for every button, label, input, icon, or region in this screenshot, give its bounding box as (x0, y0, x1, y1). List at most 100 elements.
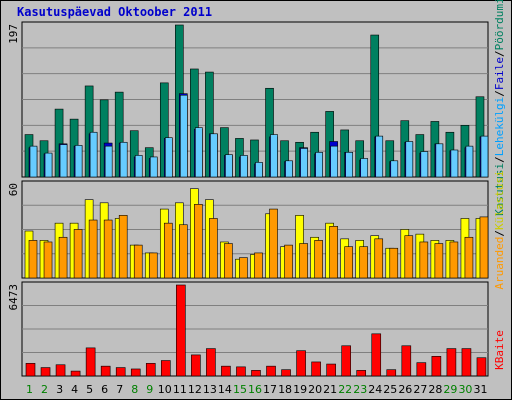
kbytes-bar (55, 364, 66, 377)
kbytes-bar (145, 363, 156, 377)
kbytes-bar (416, 362, 427, 377)
files-bar (435, 143, 444, 178)
sites-bar (434, 243, 444, 279)
kbytes-bar (176, 284, 186, 377)
files-bar (44, 152, 53, 178)
x-tick-label: 27 (413, 383, 427, 396)
sites-bar (314, 240, 323, 279)
sites-bar (419, 241, 429, 279)
files-bar (195, 127, 203, 178)
files-bar (89, 131, 98, 178)
files-bar (465, 145, 474, 178)
x-tick-label: 7 (116, 383, 123, 396)
kbytes-bar (296, 350, 306, 377)
sites-bar (239, 257, 248, 279)
x-tick-label: 20 (308, 383, 322, 396)
kbytes-bar (221, 365, 231, 377)
x-tick-label: 16 (248, 383, 262, 396)
sites-bar (464, 236, 474, 279)
sites-bar (88, 219, 98, 279)
files-bar (210, 133, 218, 178)
x-tick-label: 9 (146, 383, 153, 396)
top-legend-item: / (493, 50, 506, 57)
x-tick-label: 11 (173, 383, 187, 396)
top-legend-item: Kasutusi (493, 163, 506, 216)
files-bar (315, 152, 323, 178)
middle-legend: Aruanded/Külastusi (493, 170, 506, 289)
kbytes-bar (461, 348, 472, 377)
sites-bar (148, 252, 158, 279)
files-bar (360, 158, 369, 178)
sites-bar (374, 238, 384, 279)
files-bar (405, 141, 414, 178)
sites-bar (118, 215, 128, 279)
kbytes-bar (341, 345, 351, 377)
sites-bar (179, 224, 188, 279)
middle-legend-item: Aruanded (493, 237, 506, 290)
kbytes-bar (431, 356, 442, 377)
sites-bar (284, 244, 293, 279)
kbytes-bar (266, 365, 276, 377)
kbytes-bar (356, 370, 367, 377)
kbytes-bar (326, 363, 336, 377)
files-bar (450, 149, 459, 178)
x-tick-label: 1 (26, 383, 33, 396)
sites-bar (133, 244, 143, 279)
files-bar (74, 145, 83, 178)
sites-bar (344, 246, 353, 279)
files-bar (104, 145, 113, 178)
x-tick-label: 12 (188, 383, 202, 396)
middle-ymax-label: 60 (7, 183, 20, 196)
sites-bar (73, 229, 83, 279)
x-tick-label: 2 (41, 383, 48, 396)
files-bar (480, 135, 489, 178)
sites-bar (58, 236, 68, 279)
kbytes-bar (70, 370, 81, 377)
top-ymax-label: 197 (7, 24, 20, 44)
files-bar (330, 145, 338, 178)
sites-bar (163, 222, 173, 279)
middle-legend-item: Külastusi (493, 170, 506, 230)
kbytes-bar (115, 367, 126, 377)
files-bar (375, 135, 384, 178)
files-bar (255, 162, 263, 178)
x-tick-label: 22 (338, 383, 352, 396)
top-legend-item: / (493, 156, 506, 163)
kbytes-bar (311, 361, 321, 377)
x-tick-label: 21 (323, 383, 337, 396)
sites-bar (359, 246, 369, 279)
sites-bar (269, 208, 278, 279)
x-tick-label: 19 (293, 383, 307, 396)
x-tick-label: 8 (131, 383, 138, 396)
x-tick-label: 5 (86, 383, 93, 396)
kbytes-bar (251, 370, 261, 377)
kbytes-bar (206, 348, 216, 377)
middle-legend-item: / (493, 230, 506, 237)
kbytes-bar (100, 365, 111, 377)
kbytes-bar (371, 333, 382, 377)
bottom-legend-item: KBaite (493, 330, 506, 370)
kbytes-bar (85, 347, 96, 377)
files-bar (59, 144, 68, 178)
kbytes-bar (281, 369, 291, 377)
sites-bar (449, 241, 459, 279)
x-tick-label: 6 (101, 383, 108, 396)
sites-bar (404, 235, 414, 279)
files-bar (420, 151, 429, 178)
top-legend-item: Faile (493, 57, 506, 90)
x-tick-label: 24 (368, 383, 382, 396)
top-legend: Kasutusi/Lehekülgi/Faile/Pöördumisi (493, 0, 506, 216)
files-bar (270, 134, 278, 178)
top-legend-item: / (493, 90, 506, 97)
sites-bar (209, 218, 218, 279)
files-bar (134, 155, 143, 178)
x-tick-label: 4 (71, 383, 78, 396)
bottom-legend: KBaite (493, 330, 506, 370)
kbytes-bar (386, 369, 397, 377)
kbytes-bar (130, 368, 141, 377)
sites-bar (299, 243, 308, 279)
sites-bar (389, 247, 399, 279)
sites-bar (103, 219, 113, 279)
files-bar (390, 160, 399, 178)
x-tick-label: 10 (158, 383, 172, 396)
